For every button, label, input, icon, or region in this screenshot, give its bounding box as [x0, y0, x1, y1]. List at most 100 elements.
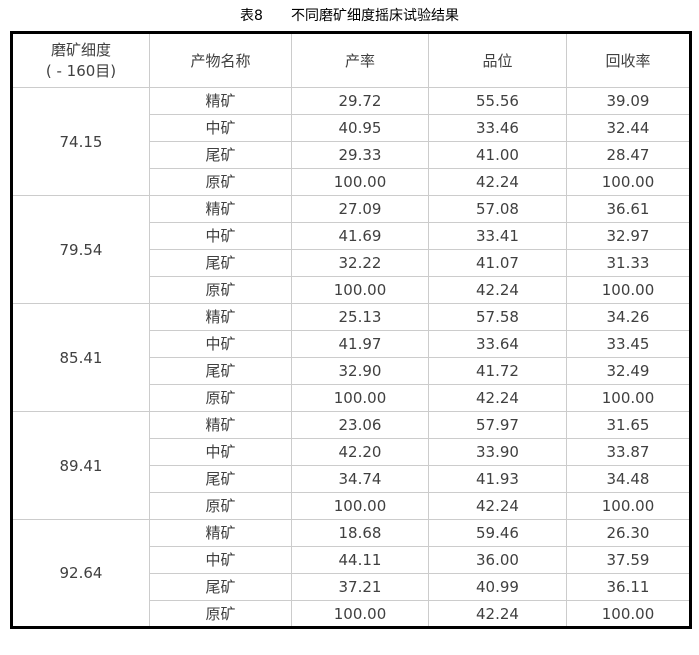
product-cell: 原矿 — [149, 492, 292, 521]
grade-cell: 36.00 — [428, 546, 567, 575]
yield-cell: 44.11 — [291, 546, 429, 575]
product-cell: 原矿 — [149, 384, 292, 413]
recovery-cell: 36.11 — [566, 573, 691, 602]
table-row: 89.41 精矿 23.06 57.97 31.65 — [11, 411, 691, 521]
recovery-cell: 37.59 — [566, 546, 691, 575]
product-cell: 精矿 — [149, 195, 292, 224]
recovery-cell: 100.00 — [566, 384, 691, 413]
recovery-cell: 34.26 — [566, 303, 691, 332]
grade-cell: 33.46 — [428, 114, 567, 143]
table-row: 原矿 100.00 42.24 100.00 — [12, 492, 691, 521]
recovery-cell: 28.47 — [566, 141, 691, 170]
product-cell: 中矿 — [149, 546, 292, 575]
table-row: 中矿 44.11 36.00 37.59 — [12, 546, 691, 575]
yield-cell: 42.20 — [291, 438, 429, 467]
grade-cell: 33.41 — [428, 222, 567, 251]
recovery-cell: 100.00 — [566, 492, 691, 521]
product-cell: 原矿 — [149, 168, 292, 197]
header-recovery: 回收率 — [566, 32, 691, 89]
table-row: 尾矿 32.90 41.72 32.49 — [12, 357, 691, 386]
yield-cell: 34.74 — [291, 465, 429, 494]
results-table: 磨矿细度 ( - 160目) 产物名称 产率 品位 回收率 74.15 精矿 29.… — [10, 31, 692, 630]
recovery-cell: 32.97 — [566, 222, 691, 251]
fineness-cell: 92.64 — [11, 519, 150, 629]
recovery-cell: 33.87 — [566, 438, 691, 467]
table-row: 92.64 精矿 18.68 59.46 26.30 — [11, 519, 691, 629]
yield-cell: 100.00 — [291, 384, 429, 413]
table-row: 尾矿 32.22 41.07 31.33 — [12, 249, 691, 278]
table-row: 原矿 100.00 42.24 100.00 — [12, 600, 691, 629]
header-product: 产物名称 — [149, 32, 292, 89]
grade-cell: 40.99 — [428, 573, 567, 602]
product-cell: 原矿 — [149, 276, 292, 305]
recovery-cell: 33.45 — [566, 330, 691, 359]
product-cell: 精矿 — [149, 303, 292, 332]
table-row: 中矿 40.95 33.46 32.44 — [12, 114, 691, 143]
yield-cell: 27.09 — [291, 195, 429, 224]
recovery-cell: 36.61 — [566, 195, 691, 224]
yield-cell: 41.69 — [291, 222, 429, 251]
table-row: 尾矿 37.21 40.99 36.11 — [12, 573, 691, 602]
grade-cell: 42.24 — [428, 384, 567, 413]
recovery-cell: 32.44 — [566, 114, 691, 143]
product-cell: 原矿 — [149, 600, 292, 629]
product-cell: 尾矿 — [149, 465, 292, 494]
yield-cell: 100.00 — [291, 168, 429, 197]
recovery-cell: 100.00 — [566, 600, 691, 629]
yield-cell: 32.90 — [291, 357, 429, 386]
yield-cell: 18.68 — [291, 519, 429, 548]
product-cell: 中矿 — [149, 438, 292, 467]
grade-cell: 59.46 — [428, 519, 567, 548]
product-cell: 精矿 — [149, 411, 292, 440]
header-grade: 品位 — [428, 32, 567, 89]
product-cell: 精矿 — [149, 87, 292, 116]
table-row: 中矿 41.97 33.64 33.45 — [12, 330, 691, 359]
table-row: 原矿 100.00 42.24 100.00 — [12, 276, 691, 305]
recovery-cell: 34.48 — [566, 465, 691, 494]
grade-cell: 57.97 — [428, 411, 567, 440]
table-header: 磨矿细度 ( - 160目) 产物名称 产率 品位 回收率 — [11, 32, 691, 89]
yield-cell: 32.22 — [291, 249, 429, 278]
table-row: 尾矿 29.33 41.00 28.47 — [12, 141, 691, 170]
yield-cell: 41.97 — [291, 330, 429, 359]
header-row: 磨矿细度 ( - 160目) 产物名称 产率 品位 回收率 — [11, 32, 691, 89]
grade-cell: 41.00 — [428, 141, 567, 170]
recovery-cell: 100.00 — [566, 168, 691, 197]
yield-cell: 100.00 — [291, 276, 429, 305]
grade-cell: 55.56 — [428, 87, 567, 116]
yield-cell: 100.00 — [291, 600, 429, 629]
yield-cell: 29.33 — [291, 141, 429, 170]
header-fineness-line1: 磨矿细度 — [50, 41, 111, 60]
fineness-cell: 89.41 — [11, 411, 150, 521]
fineness-cell: 79.54 — [11, 195, 150, 305]
table-caption-label: 表8 — [240, 8, 263, 24]
grade-cell: 42.24 — [428, 168, 567, 197]
grade-cell: 42.24 — [428, 276, 567, 305]
table-caption-title: 不同磨矿细度摇床试验结果 — [290, 8, 459, 24]
grade-cell: 33.90 — [428, 438, 567, 467]
table-row: 79.54 精矿 27.09 57.08 36.61 — [11, 195, 691, 305]
table-row: 尾矿 34.74 41.93 34.48 — [12, 465, 691, 494]
recovery-cell: 100.00 — [566, 276, 691, 305]
grade-cell: 57.58 — [428, 303, 567, 332]
table-row: 原矿 100.00 42.24 100.00 — [12, 168, 691, 197]
header-fineness: 磨矿细度 ( - 160目) — [11, 32, 150, 89]
product-cell: 尾矿 — [149, 249, 292, 278]
product-cell: 中矿 — [149, 330, 292, 359]
table-row: 85.41 精矿 25.13 57.58 34.26 — [11, 303, 691, 413]
recovery-cell: 39.09 — [566, 87, 691, 116]
product-cell: 尾矿 — [149, 141, 292, 170]
yield-cell: 40.95 — [291, 114, 429, 143]
recovery-cell: 31.65 — [566, 411, 691, 440]
table-row: 中矿 41.69 33.41 32.97 — [12, 222, 691, 251]
grade-cell: 41.93 — [428, 465, 567, 494]
table-row: 74.15 精矿 29.72 55.56 39.09 — [11, 87, 691, 197]
table-caption: 表8 不同磨矿细度摇床试验结果 — [0, 0, 699, 31]
header-yield: 产率 — [291, 32, 429, 89]
recovery-cell: 32.49 — [566, 357, 691, 386]
recovery-cell: 26.30 — [566, 519, 691, 548]
yield-cell: 29.72 — [291, 87, 429, 116]
yield-cell: 100.00 — [291, 492, 429, 521]
fineness-cell: 85.41 — [11, 303, 150, 413]
